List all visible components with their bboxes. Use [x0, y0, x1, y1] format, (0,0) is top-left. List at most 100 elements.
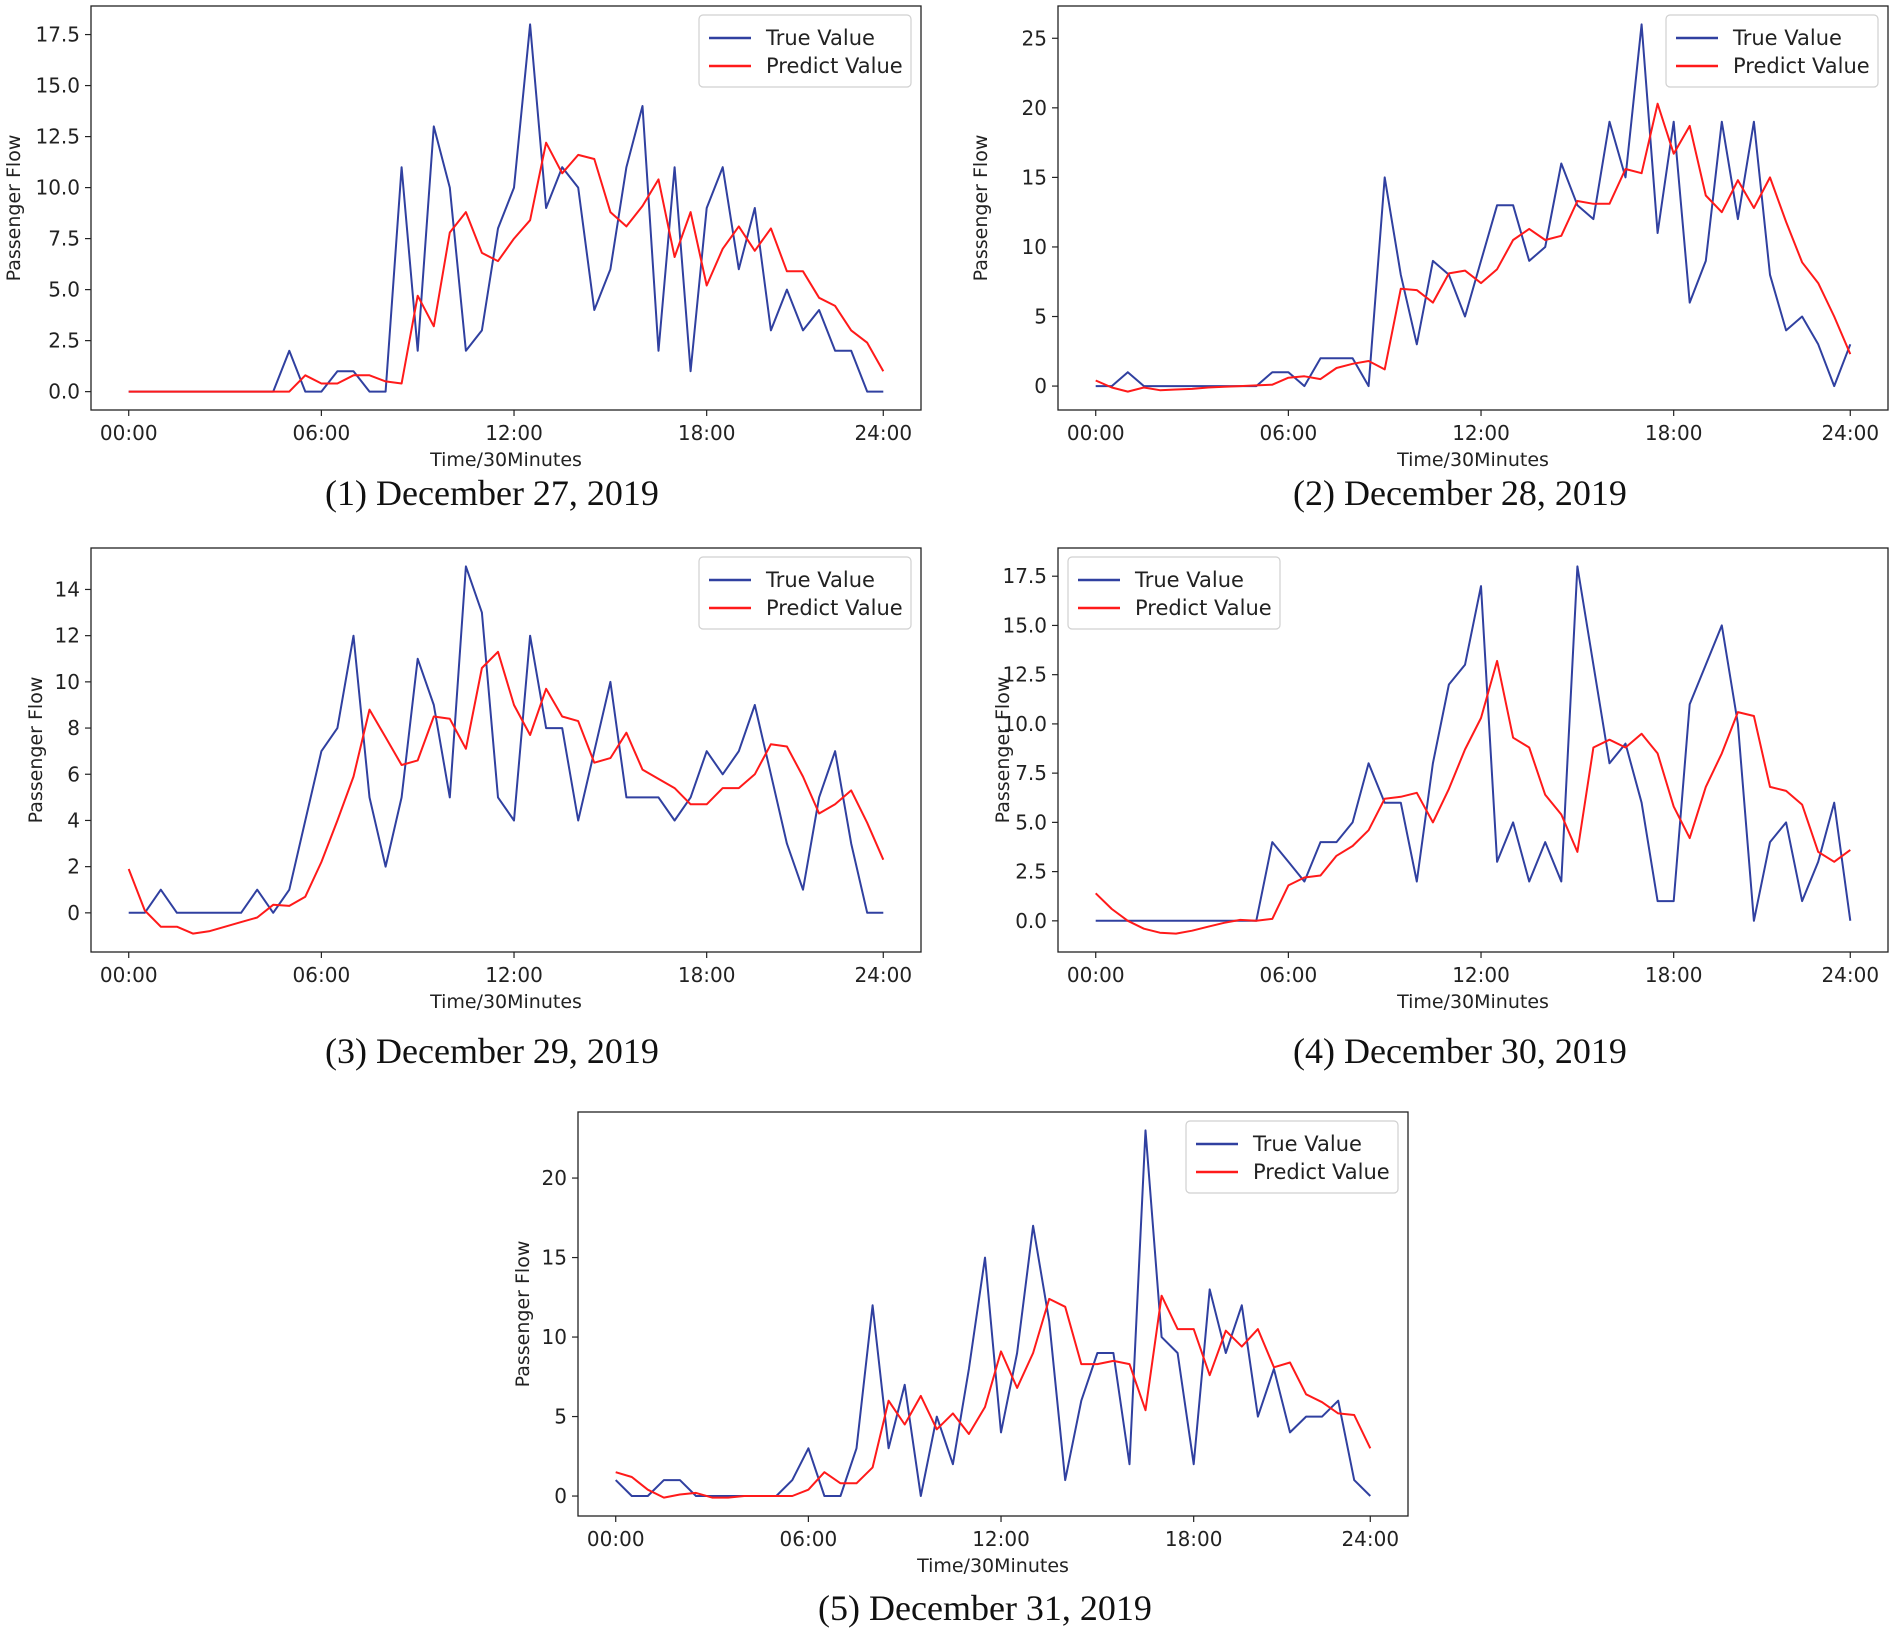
legend-box [1185, 1120, 1399, 1194]
x-tick-label: 06:00 [1260, 421, 1318, 445]
chart-svg-3: 0 2 4 6 8 10 12 14 00:00 06:00 12:00 18:00 24:00 Time… [25, 547, 922, 1013]
x-tick-label: 24:00 [1821, 963, 1879, 987]
predict-value-line [1095, 102, 1852, 393]
legend-box [698, 14, 912, 88]
x-tick-label: 18:00 [1645, 963, 1703, 987]
legend: True Value Predict Value [1185, 1120, 1399, 1194]
x-axis-label: Time/30Minutes [429, 449, 582, 471]
plot-area [90, 547, 922, 953]
x-tick-label: 00:00 [100, 421, 158, 445]
x-tick-label: 12:00 [1452, 963, 1510, 987]
legend-true-label: True Value [765, 568, 875, 592]
caption-2: (2) December 28, 2019 [1293, 473, 1627, 513]
plot-area [1057, 547, 1889, 953]
legend-box [698, 556, 912, 630]
x-tick-label: 00:00 [100, 963, 158, 987]
y-tick-label: 12.5 [35, 125, 80, 149]
x-tick-label: 00:00 [1067, 421, 1125, 445]
y-tick-label: 10.0 [35, 176, 80, 200]
y-axis-label: Passenger Flow [970, 135, 992, 282]
plot-area [577, 1111, 1409, 1517]
legend-box [1665, 14, 1879, 88]
x-axis-label: Time/30Minutes [429, 991, 582, 1013]
y-axis-label: Passenger Flow [3, 135, 25, 282]
y-axis-label: Passenger Flow [992, 677, 1014, 824]
legend-true-label: True Value [1252, 1132, 1362, 1156]
y-tick-label: 17.5 [35, 23, 80, 47]
y-tick-label: 0.0 [1015, 909, 1047, 933]
legend-predict-label: Predict Value [766, 54, 903, 78]
y-tick-label: 10 [542, 1325, 567, 1349]
x-tick-label: 12:00 [972, 1527, 1030, 1551]
caption-3: (3) December 29, 2019 [325, 1031, 659, 1071]
y-tick-label: 15 [1022, 165, 1047, 189]
y-tick-label: 15 [542, 1246, 567, 1270]
y-tick-label: 2.5 [1015, 860, 1047, 884]
x-tick-label: 00:00 [587, 1527, 645, 1551]
y-tick-label: 5.0 [48, 278, 80, 302]
legend-predict-label: Predict Value [1733, 54, 1870, 78]
predict-value-line [127, 650, 885, 935]
x-tick-label: 00:00 [1067, 963, 1125, 987]
predict-value-line [1095, 659, 1851, 935]
legend-true-label: True Value [765, 26, 875, 50]
chart-svg-1: 0.0 2.5 5.0 7.5 10.0 12.5 15.0 17.5 00:00 06:00 12… [3, 5, 922, 471]
y-tick-label: 10 [1022, 235, 1047, 259]
x-tick-label: 12:00 [485, 421, 543, 445]
caption-5: (5) December 31, 2019 [818, 1588, 1152, 1628]
x-tick-label: 18:00 [678, 963, 736, 987]
y-tick-label: 2 [67, 855, 80, 879]
y-tick-label: 25 [1022, 26, 1047, 50]
x-tick-label: 24:00 [854, 421, 912, 445]
caption-4: (4) December 30, 2019 [1293, 1031, 1627, 1071]
x-tick-label: 12:00 [485, 963, 543, 987]
y-tick-label: 8 [67, 716, 80, 740]
x-tick-label: 12:00 [1452, 421, 1510, 445]
y-tick-label: 7.5 [48, 227, 80, 251]
predict-value-line [615, 1294, 1372, 1499]
plot-area [1057, 5, 1889, 411]
predict-value-line [128, 141, 885, 393]
x-tick-label: 18:00 [1645, 421, 1703, 445]
x-tick-label: 24:00 [1341, 1527, 1399, 1551]
y-tick-label: 5 [554, 1405, 567, 1429]
x-axis-label: Time/30Minutes [1396, 449, 1549, 471]
legend-predict-label: Predict Value [1135, 596, 1272, 620]
y-tick-label: 20 [542, 1166, 567, 1190]
y-tick-label: 20 [1022, 96, 1047, 120]
x-tick-label: 06:00 [293, 963, 351, 987]
y-tick-label: 14 [55, 577, 80, 601]
y-tick-label: 0.0 [48, 380, 80, 404]
y-tick-label: 17.5 [1002, 564, 1047, 588]
plot-area [90, 5, 922, 411]
y-tick-label: 0 [554, 1484, 567, 1508]
legend-box [1067, 556, 1281, 630]
y-tick-label: 4 [67, 808, 80, 832]
x-tick-label: 18:00 [678, 421, 736, 445]
y-tick-label: 15.0 [35, 74, 80, 98]
x-tick-label: 24:00 [854, 963, 912, 987]
chart-svg-2: 0 5 10 15 20 25 00:00 06:00 12:00 18:00 24:00 Time/… [970, 5, 1889, 471]
y-tick-label: 6 [67, 762, 80, 786]
chart-svg-4: 0.0 2.5 5.0 7.5 10.0 12.5 15.0 17.5 00:00 06:00 12… [992, 547, 1889, 1013]
true-value-line [1095, 565, 1852, 922]
x-axis-label: Time/30Minutes [916, 1555, 1069, 1577]
legend: True Value Predict Value [1067, 556, 1281, 630]
legend-true-label: True Value [1134, 568, 1244, 592]
y-tick-label: 12.5 [1002, 663, 1047, 687]
x-axis-label: Time/30Minutes [1396, 991, 1549, 1013]
y-tick-label: 12 [55, 624, 80, 648]
y-axis-label: Passenger Flow [512, 1241, 534, 1388]
x-tick-label: 06:00 [293, 421, 351, 445]
y-tick-label: 0 [67, 901, 80, 925]
legend-predict-label: Predict Value [1253, 1160, 1390, 1184]
y-tick-label: 10 [55, 670, 80, 694]
y-tick-label: 5 [1034, 305, 1047, 329]
y-tick-label: 5.0 [1015, 810, 1047, 834]
legend-true-label: True Value [1732, 26, 1842, 50]
legend: True Value Predict Value [698, 14, 912, 88]
x-tick-label: 18:00 [1165, 1527, 1223, 1551]
legend: True Value Predict Value [698, 556, 912, 630]
y-tick-label: 10.0 [1002, 712, 1047, 736]
x-tick-label: 06:00 [1260, 963, 1318, 987]
